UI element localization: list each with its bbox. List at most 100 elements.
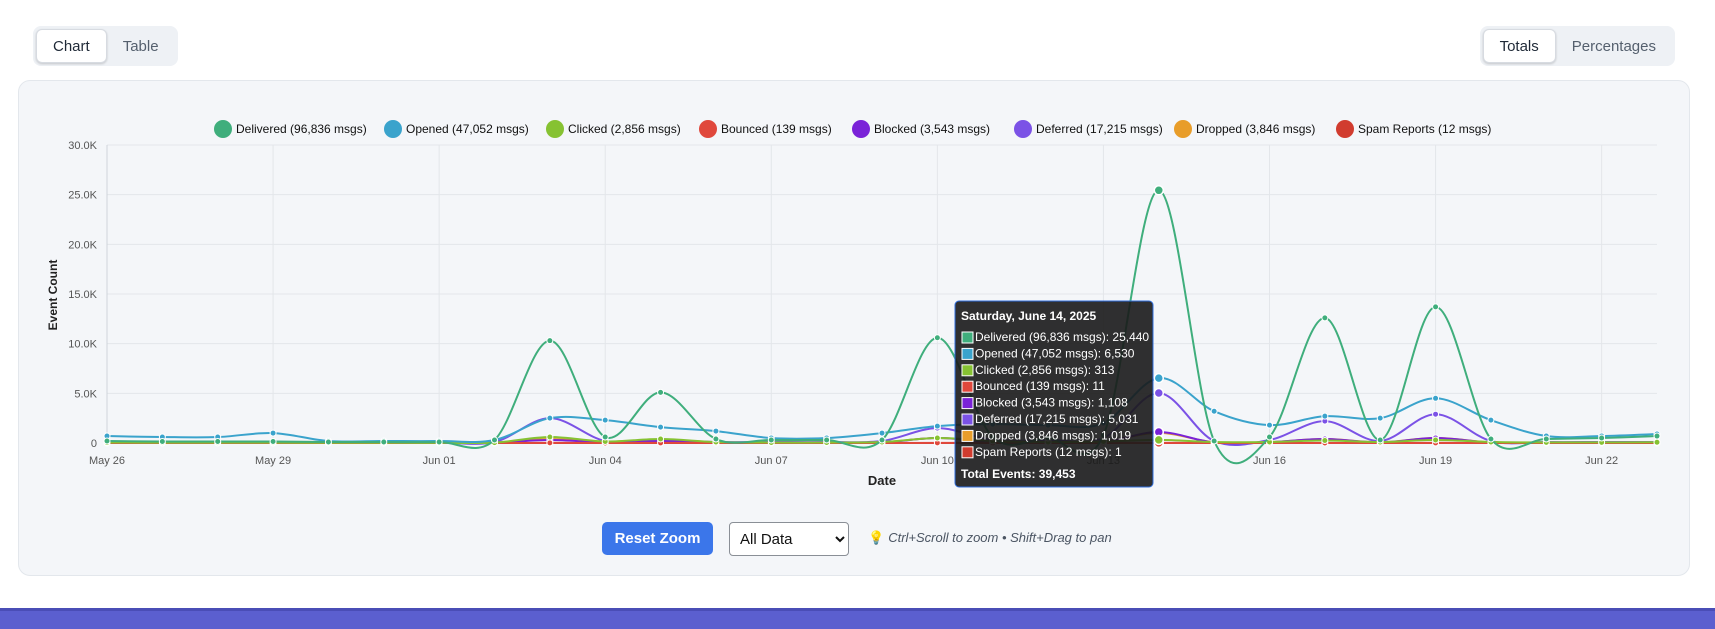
x-tick-label: Jun 10	[921, 455, 954, 467]
tooltip-swatch	[961, 397, 974, 410]
tooltip-line: Blocked (3,543 msgs): 1,108	[975, 396, 1128, 410]
data-point[interactable]	[933, 422, 941, 430]
tooltip-box	[954, 300, 1154, 488]
data-point[interactable]	[158, 438, 166, 446]
data-point[interactable]	[546, 433, 554, 441]
legend-label: Dropped (3,846 msgs)	[1196, 122, 1315, 136]
legend-swatch	[699, 120, 717, 138]
legend-item[interactable]: Bounced (139 msgs)	[699, 120, 832, 138]
data-point[interactable]	[1653, 432, 1661, 440]
tooltip-swatch	[961, 413, 974, 426]
tooltip-title: Saturday, June 14, 2025	[961, 309, 1097, 323]
legend-item[interactable]: Blocked (3,543 msgs)	[852, 120, 990, 138]
range-select[interactable]: All Data	[729, 522, 849, 556]
chart-tab[interactable]: Chart	[36, 29, 107, 63]
data-point[interactable]	[657, 423, 665, 431]
legend-swatch	[214, 120, 232, 138]
legend-item[interactable]: Opened (47,052 msgs)	[384, 120, 529, 138]
data-point[interactable]	[546, 439, 554, 447]
legend-item[interactable]: Delivered (96,836 msgs)	[214, 120, 367, 138]
grid-lines	[106, 144, 1657, 444]
data-point[interactable]	[1153, 372, 1165, 384]
tooltip-swatch	[961, 331, 974, 344]
legend-swatch	[546, 120, 564, 138]
data-point[interactable]	[1153, 387, 1165, 399]
tooltip-swatch	[961, 446, 974, 459]
data-point[interactable]	[546, 337, 554, 345]
legend: Delivered (96,836 msgs) Opened (47,052 ms…	[214, 120, 1491, 138]
data-point[interactable]	[1376, 436, 1384, 444]
data-point[interactable]	[601, 433, 609, 441]
data-point[interactable]	[1321, 314, 1329, 322]
legend-item[interactable]: Clicked (2,856 msgs)	[546, 120, 681, 138]
data-point[interactable]	[1266, 433, 1273, 441]
percentages-tab[interactable]: Percentages	[1556, 29, 1672, 63]
data-point[interactable]	[1210, 437, 1218, 445]
data-point[interactable]	[546, 414, 554, 422]
legend-label: Deferred (17,215 msgs)	[1036, 122, 1163, 136]
zoom-hint-text: Ctrl+Scroll to zoom • Shift+Drag to pan	[888, 530, 1112, 545]
legend-label: Blocked (3,543 msgs)	[874, 122, 990, 136]
data-point[interactable]	[269, 429, 277, 437]
data-point[interactable]	[712, 427, 720, 435]
data-point[interactable]	[1153, 185, 1165, 196]
data-point[interactable]	[823, 436, 831, 444]
data-point[interactable]	[491, 436, 498, 444]
chart-controls: Reset Zoom All Data 💡 Ctrl+Scroll to zoom…	[0, 522, 1715, 556]
data-point[interactable]	[1376, 414, 1384, 422]
data-point[interactable]	[1598, 434, 1606, 442]
data-point[interactable]	[1432, 394, 1440, 402]
data-point[interactable]	[933, 334, 941, 342]
y-tick-label: 30.0K	[68, 140, 97, 152]
data-point[interactable]	[1432, 436, 1440, 444]
table-tab[interactable]: Table	[107, 29, 175, 63]
data-point[interactable]	[269, 438, 277, 446]
data-point[interactable]	[1542, 435, 1550, 443]
data-point[interactable]	[1266, 421, 1273, 429]
data-point[interactable]	[1487, 416, 1495, 424]
data-point[interactable]	[435, 438, 443, 446]
legend-swatch	[852, 120, 870, 138]
data-point[interactable]	[878, 436, 886, 444]
data-point[interactable]	[1321, 437, 1329, 445]
y-axis-label: Event Count	[46, 260, 60, 331]
series-line	[106, 189, 1658, 465]
data-point[interactable]	[601, 416, 609, 424]
y-tick-label: 15.0K	[68, 289, 97, 301]
footer-band	[0, 608, 1715, 629]
data-point[interactable]	[324, 438, 332, 446]
legend-label: Clicked (2,856 msgs)	[568, 122, 681, 136]
x-tick-label: Jun 07	[755, 455, 788, 467]
data-point[interactable]	[1487, 435, 1495, 443]
tooltip: Saturday, June 14, 2025 Delivered (96,836…	[954, 300, 1154, 488]
data-point[interactable]	[214, 438, 222, 446]
legend-item[interactable]: Dropped (3,846 msgs)	[1174, 120, 1315, 138]
data-point[interactable]	[767, 436, 775, 444]
data-point[interactable]	[103, 437, 111, 445]
legend-swatch	[384, 120, 402, 138]
legend-item[interactable]: Deferred (17,215 msgs)	[1014, 120, 1163, 138]
tooltip-line: Dropped (3,846 msgs): 1,019	[975, 428, 1131, 442]
data-point[interactable]	[1153, 434, 1165, 446]
data-point[interactable]	[933, 434, 941, 442]
data-point[interactable]	[1321, 412, 1329, 420]
x-tick-label: Jun 22	[1585, 455, 1618, 467]
legend-item[interactable]: Spam Reports (12 msgs)	[1336, 120, 1491, 138]
data-point[interactable]	[380, 438, 388, 446]
tooltip-line: Bounced (139 msgs): 11	[975, 379, 1105, 393]
data-point[interactable]	[878, 429, 886, 437]
x-tick-label: Jun 01	[423, 455, 456, 467]
data-point[interactable]	[657, 435, 665, 443]
data-point[interactable]	[712, 435, 720, 443]
reset-zoom-button[interactable]: Reset Zoom	[602, 522, 713, 555]
legend-swatch	[1014, 120, 1032, 138]
data-point[interactable]	[1432, 303, 1440, 311]
totals-tab[interactable]: Totals	[1482, 29, 1556, 63]
legend-label: Delivered (96,836 msgs)	[236, 122, 367, 136]
data-point[interactable]	[1432, 410, 1440, 418]
data-point[interactable]	[657, 388, 665, 396]
data-point[interactable]	[1653, 438, 1661, 446]
y-tick-label: 5.0K	[74, 388, 97, 400]
data-point[interactable]	[1210, 407, 1218, 415]
